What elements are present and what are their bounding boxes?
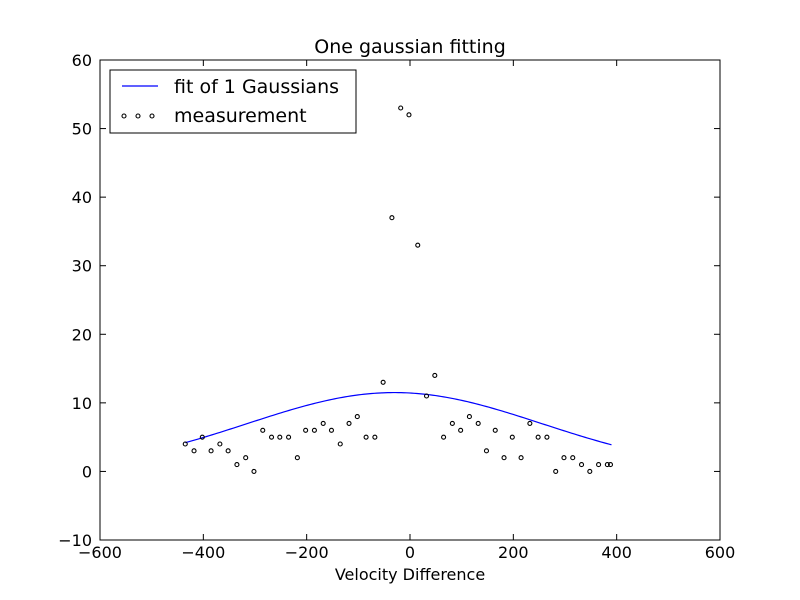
measurement-point — [492, 427, 498, 433]
legend-label-fit: fit of 1 Gaussians — [174, 76, 339, 98]
measurement-point — [294, 455, 300, 461]
x-tick-label: −200 — [285, 543, 329, 562]
measurement-point — [596, 462, 602, 468]
measurement-point — [354, 414, 360, 420]
measurement-point — [518, 455, 524, 461]
measurement-point — [578, 462, 585, 468]
legend-measurement-markers — [121, 113, 155, 119]
measurement-point — [535, 434, 541, 440]
measurement-point — [604, 462, 610, 468]
legend-marker — [121, 113, 127, 119]
legend-marker — [135, 113, 141, 119]
measurement-point — [415, 242, 421, 248]
measurement-point — [553, 468, 559, 474]
measurement-point — [432, 372, 438, 378]
measurement-point — [483, 448, 490, 454]
measurement-point — [268, 434, 275, 440]
measurement-point — [363, 434, 369, 440]
measurement-point — [380, 379, 386, 385]
y-tick-label: 0 — [82, 462, 92, 481]
measurement-point — [527, 420, 533, 426]
measurement-point — [303, 427, 309, 433]
y-tick-label: 40 — [72, 188, 92, 207]
x-tick-label: −600 — [78, 543, 122, 562]
fit-line — [185, 391, 612, 446]
x-tick-label: 0 — [405, 543, 415, 562]
measurement-point — [607, 462, 614, 468]
measurement-point — [570, 455, 576, 461]
measurement-point — [398, 105, 404, 111]
measurement-point — [251, 468, 257, 474]
x-axis: −600 −400 −200 0 200 400 600 — [78, 60, 735, 562]
measurement-point — [328, 427, 335, 433]
chart-title: One gaussian fitting — [314, 36, 506, 58]
measurement-point — [320, 420, 326, 426]
x-tick-label: 400 — [601, 543, 632, 562]
x-tick-label: −400 — [181, 543, 225, 562]
y-tick-label: 60 — [72, 51, 92, 70]
measurement-point — [466, 414, 472, 420]
measurement-point — [458, 427, 464, 433]
measurement-point — [217, 441, 223, 447]
measurement-point — [509, 434, 515, 440]
y-tick-label: 30 — [72, 257, 92, 276]
x-tick-label: 600 — [705, 543, 736, 562]
measurement-point — [311, 427, 317, 433]
measurement-point — [337, 441, 343, 447]
measurement-point — [441, 434, 447, 440]
measurement-point — [260, 427, 266, 433]
measurement-point — [587, 468, 593, 474]
measurement-point — [389, 215, 395, 221]
legend-marker — [149, 113, 155, 119]
measurement-point — [199, 434, 205, 440]
y-tick-label: 10 — [72, 394, 92, 413]
y-tick-label: 20 — [72, 325, 92, 344]
measurement-point — [286, 434, 292, 440]
legend-label-measurement: measurement — [174, 105, 307, 127]
measurement-point — [346, 420, 352, 426]
legend-box — [109, 69, 357, 134]
measurement-point — [475, 420, 481, 426]
measurement-point — [544, 434, 550, 440]
measurement-point — [277, 434, 283, 440]
measurement-point — [225, 448, 231, 454]
measurement-point — [208, 448, 214, 454]
measurement-point — [406, 112, 412, 118]
x-axis-label: Velocity Difference — [335, 565, 485, 584]
y-tick-label: 50 — [72, 120, 92, 139]
measurement-point — [561, 455, 567, 461]
measurement-point — [182, 441, 188, 447]
measurement-point — [243, 455, 249, 461]
measurement-point — [234, 462, 240, 468]
y-tick-label: −10 — [58, 531, 92, 550]
x-tick-label: 200 — [498, 543, 529, 562]
measurement-point — [372, 434, 378, 440]
measurement-point — [191, 448, 197, 454]
measurement-point — [423, 393, 430, 399]
measurement-point — [449, 420, 455, 426]
legend: fit of 1 Gaussians measurement — [109, 69, 357, 134]
measurement-point — [501, 455, 507, 461]
y-axis: −10 0 10 20 30 40 50 60 — [58, 51, 720, 550]
